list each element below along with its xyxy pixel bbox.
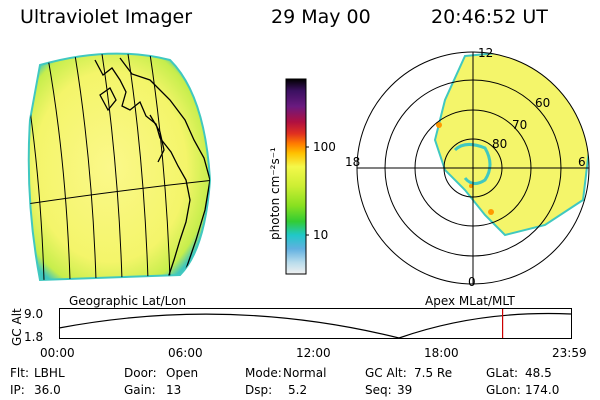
timeline-y-label: GC Alt	[10, 308, 24, 346]
footer-gain-label: Gain:	[124, 383, 156, 397]
footer-gcalt-value: 7.5 Re	[414, 366, 453, 380]
footer-ip-label: IP:	[10, 383, 25, 397]
timeline-xtick-3: 18:00	[424, 346, 459, 360]
footer-dsp-value: 5.2	[288, 383, 308, 397]
time-label: 20:46:52 UT	[431, 6, 548, 28]
hot-spot	[436, 122, 442, 128]
footer-mode-label: Mode:	[245, 366, 282, 380]
colorbar-tick-10: 10	[313, 228, 329, 242]
footer-gcalt-label: GC Alt:	[365, 366, 407, 380]
timeline-xtick-1: 06:00	[168, 346, 203, 360]
footer-flt-label: Flt:	[10, 366, 29, 380]
footer-glat-label: GLat:	[486, 366, 519, 380]
geographic-caption: Geographic Lat/Lon	[69, 294, 187, 308]
instrument-title: Ultraviolet Imager	[20, 6, 193, 28]
timeline-xtick-2: 12:00	[296, 346, 331, 360]
footer-ip-value: 36.0	[34, 383, 61, 397]
auroral-inner-ring	[453, 143, 492, 185]
colorbar-unit-label: photon cm⁻²s⁻¹	[268, 147, 282, 240]
mlat-label-70: 70	[512, 118, 528, 132]
mlt-label-18: 18	[345, 155, 361, 169]
mlt-label-12: 12	[478, 46, 494, 60]
mlat-label-80: 80	[492, 137, 508, 151]
footer-flt-value: LBHL	[34, 366, 65, 380]
footer-glon-label: GLon:	[486, 383, 521, 397]
timeline-xtick-4: 23:59	[552, 346, 587, 360]
footer-mode-value: Normal	[283, 366, 327, 380]
date-label: 29 May 00	[271, 6, 371, 28]
footer-gain-value: 13	[166, 383, 182, 397]
lat-lon-grid	[28, 53, 210, 281]
footer-door-label: Door:	[124, 366, 157, 380]
footer-glon-value: 174.0	[525, 383, 560, 397]
timeline-ytick-max: 9.0	[24, 307, 44, 321]
timeline-xtick-0: 00:00	[40, 346, 75, 360]
mlt-label-0: 0	[468, 275, 476, 289]
colorbar-tick-100: 100	[313, 140, 336, 154]
apex-caption: Apex MLat/MLT	[425, 294, 515, 308]
footer-dsp-label: Dsp:	[245, 383, 273, 397]
aurora-glow	[27, 52, 212, 282]
hot-spot	[488, 209, 494, 215]
altitude-curve	[58, 312, 572, 339]
geographic-image	[27, 52, 212, 282]
timeline-ytick-min: 1.8	[24, 330, 44, 344]
footer-seq-value: 39	[397, 383, 413, 397]
coastline-outline	[94, 57, 210, 279]
auroral-oval	[433, 52, 589, 237]
footer-glat-value: 48.5	[525, 366, 552, 380]
hot-spot	[469, 184, 473, 188]
polar-plot	[356, 51, 590, 285]
footer-seq-label: Seq:	[365, 383, 392, 397]
altitude-timeline	[58, 308, 572, 339]
footer-door-value: Open	[166, 366, 199, 380]
colorbar	[285, 78, 309, 275]
polar-grid	[356, 51, 590, 285]
mlat-label-60: 60	[535, 96, 551, 110]
mlt-label-6: 6	[578, 155, 586, 169]
